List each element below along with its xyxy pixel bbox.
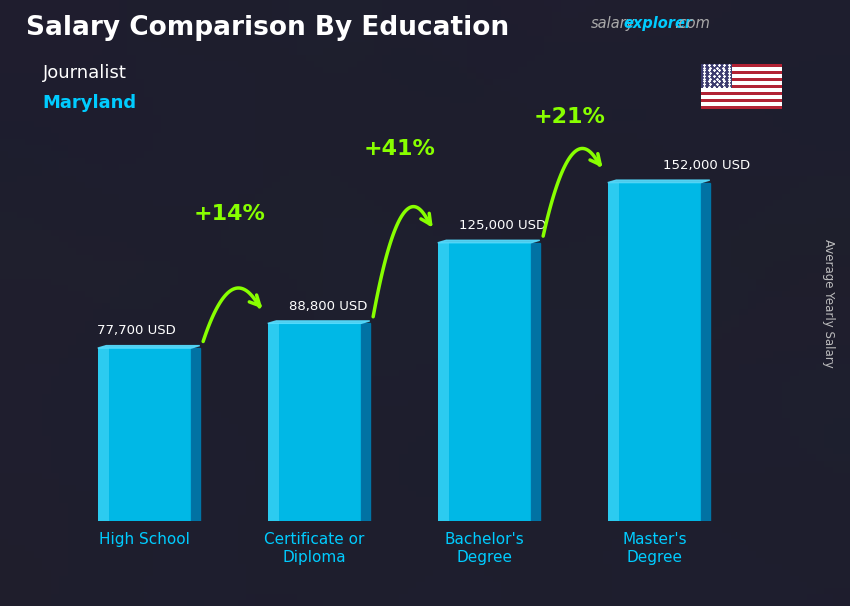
- Bar: [701, 78, 782, 81]
- Bar: [98, 348, 191, 521]
- Polygon shape: [608, 180, 710, 182]
- Polygon shape: [701, 182, 710, 521]
- Text: 152,000 USD: 152,000 USD: [663, 159, 750, 172]
- Bar: [268, 324, 279, 521]
- Text: 125,000 USD: 125,000 USD: [459, 219, 546, 232]
- Text: +21%: +21%: [534, 107, 605, 127]
- Bar: [438, 243, 449, 521]
- Text: Salary Comparison By Education: Salary Comparison By Education: [26, 15, 508, 41]
- Bar: [701, 81, 782, 85]
- Polygon shape: [98, 345, 200, 348]
- Polygon shape: [268, 321, 370, 324]
- Bar: [98, 348, 109, 521]
- Text: +14%: +14%: [194, 204, 265, 224]
- Text: 77,700 USD: 77,700 USD: [97, 324, 176, 338]
- Bar: [438, 243, 531, 521]
- Bar: [608, 182, 619, 521]
- Bar: [701, 95, 782, 99]
- Bar: [701, 102, 782, 105]
- Bar: [701, 64, 732, 88]
- Polygon shape: [191, 348, 200, 521]
- Text: explorer: explorer: [623, 16, 692, 32]
- Bar: [701, 99, 782, 102]
- Bar: [701, 71, 782, 74]
- Bar: [701, 105, 782, 109]
- Text: 88,800 USD: 88,800 USD: [289, 299, 367, 313]
- Text: salary: salary: [591, 16, 635, 32]
- Bar: [701, 67, 782, 71]
- Bar: [701, 88, 782, 92]
- Polygon shape: [438, 240, 540, 243]
- Text: .com: .com: [674, 16, 710, 32]
- Bar: [701, 92, 782, 95]
- Bar: [701, 64, 782, 67]
- Polygon shape: [361, 324, 370, 521]
- Text: +41%: +41%: [364, 139, 435, 159]
- Text: Maryland: Maryland: [42, 94, 137, 112]
- Bar: [701, 85, 782, 88]
- Polygon shape: [531, 243, 540, 521]
- Bar: [701, 74, 782, 78]
- Bar: [608, 182, 701, 521]
- Text: Average Yearly Salary: Average Yearly Salary: [822, 239, 836, 367]
- Bar: [268, 324, 361, 521]
- Text: Journalist: Journalist: [42, 64, 127, 82]
